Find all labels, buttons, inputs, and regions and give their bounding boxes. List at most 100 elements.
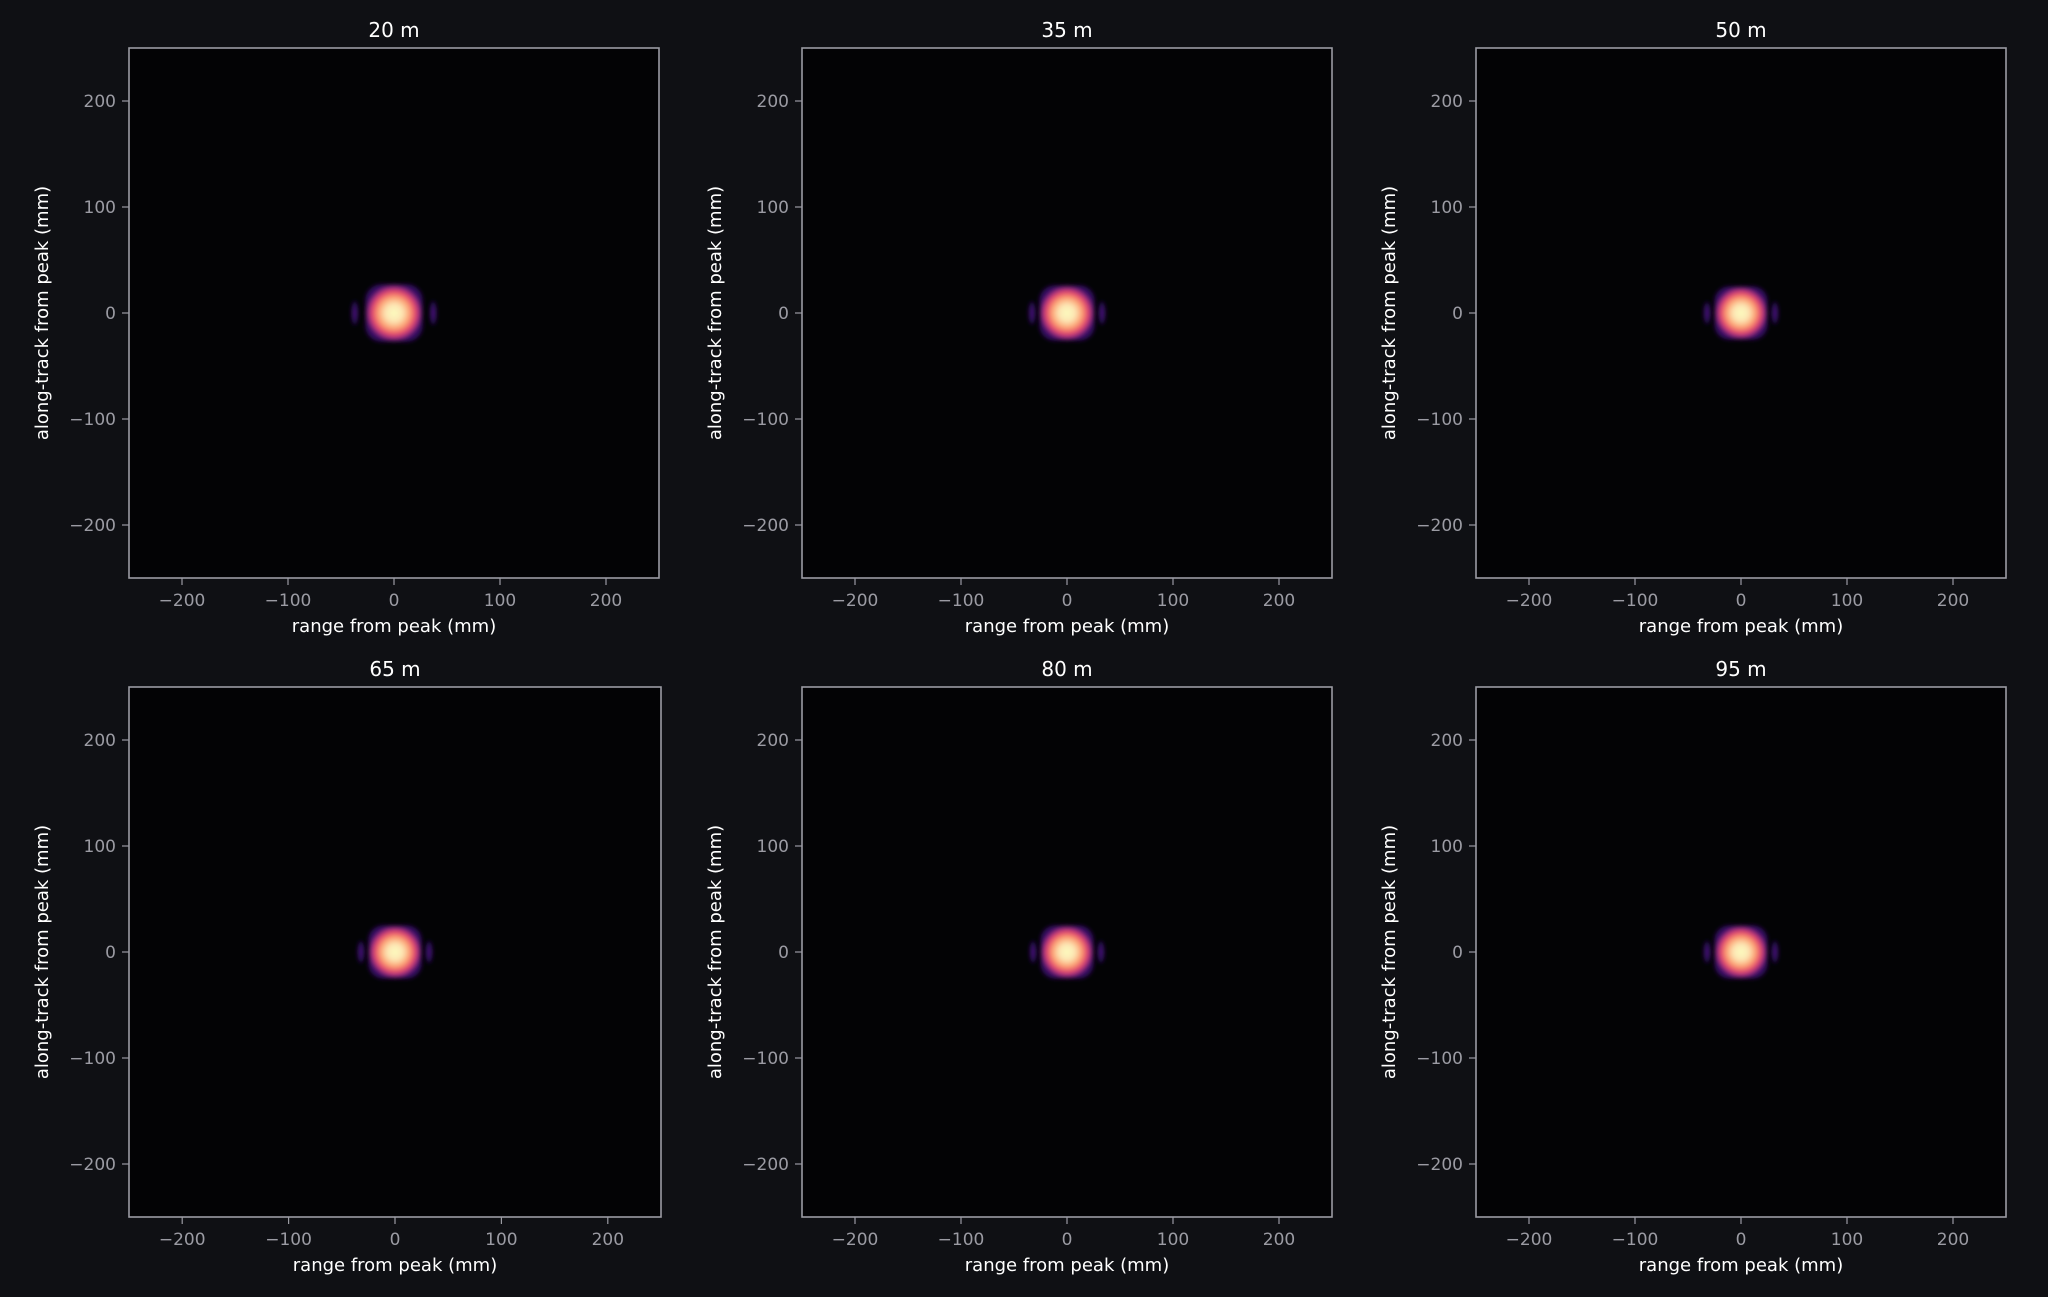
- x-tick-label: −100: [938, 591, 985, 611]
- x-axis-label: range from peak (mm): [292, 616, 496, 637]
- y-tick-label: −100: [69, 1049, 116, 1069]
- x-tick-label: −100: [938, 1230, 985, 1250]
- subplot-title: 65 m: [369, 657, 420, 681]
- sidelobe-left: [1029, 938, 1038, 966]
- x-axis-label: range from peak (mm): [1639, 1255, 1843, 1276]
- y-tick-label: 100: [84, 198, 116, 218]
- x-tick-label: 100: [485, 1230, 517, 1250]
- subplot-3: −200 −100 0 100 200 200 100 0 −100 −200 50 m range …: [1379, 18, 2007, 637]
- x-tick-label: 200: [1263, 591, 1295, 611]
- y-tick-label: 200: [84, 731, 116, 751]
- x-tick-label: 100: [1831, 591, 1863, 611]
- peak-response: [1714, 925, 1768, 979]
- x-tick-label: −200: [1506, 1230, 1553, 1250]
- x-tick-label: 200: [592, 1230, 624, 1250]
- sidelobe-right: [1770, 299, 1779, 327]
- peak-response: [368, 925, 422, 979]
- x-tick-label: −200: [159, 591, 206, 611]
- x-tick-label: −200: [1506, 591, 1553, 611]
- subplot-6: −200 −100 0 100 200 200 100 0 −100 −200 95 m range …: [1379, 657, 2007, 1276]
- y-tick-label: −100: [742, 1049, 789, 1069]
- x-tick-label: 100: [1157, 591, 1189, 611]
- peak-response: [365, 284, 423, 342]
- y-tick-label: 200: [757, 731, 789, 751]
- sidelobe-right: [1096, 938, 1105, 966]
- y-tick-label: 200: [1431, 92, 1463, 112]
- y-tick-label: 200: [84, 92, 116, 112]
- x-tick-label: 0: [1062, 591, 1073, 611]
- y-tick-label: −100: [1416, 1049, 1463, 1069]
- y-tick-label: −200: [742, 1155, 789, 1175]
- y-tick-label: 200: [757, 92, 789, 112]
- x-tick-label: −200: [832, 591, 879, 611]
- subplot-title: 50 m: [1715, 18, 1766, 42]
- x-tick-label: 100: [1831, 1230, 1863, 1250]
- y-tick-label: 100: [757, 837, 789, 857]
- peak-response: [1039, 285, 1095, 341]
- subplot-title: 95 m: [1715, 657, 1766, 681]
- x-tick-label: −100: [1612, 591, 1659, 611]
- x-tick-label: 0: [390, 1230, 401, 1250]
- y-tick-label: −200: [1416, 1155, 1463, 1175]
- y-tick-label: −100: [1416, 410, 1463, 430]
- x-tick-label: 100: [484, 591, 516, 611]
- y-axis-label: along-track from peak (mm): [32, 825, 53, 1079]
- x-axis-label: range from peak (mm): [965, 1255, 1169, 1276]
- subplot-4: −200 −100 0 100 200 200 100 0 −100 −200 65 m range …: [32, 657, 662, 1276]
- y-tick-label: 0: [105, 304, 116, 324]
- x-tick-label: 0: [1062, 1230, 1073, 1250]
- sidelobe-left: [356, 938, 365, 966]
- sidelobe-right: [1770, 938, 1779, 966]
- peak-response: [1714, 286, 1768, 340]
- subplot-5: −200 −100 0 100 200 200 100 0 −100 −200 80 m range …: [705, 657, 1333, 1276]
- y-tick-label: −200: [1416, 516, 1463, 536]
- x-tick-label: 200: [1937, 1230, 1969, 1250]
- y-tick-label: 100: [757, 198, 789, 218]
- sidelobe-right: [429, 298, 438, 328]
- y-axis-label: along-track from peak (mm): [705, 825, 726, 1079]
- y-tick-label: −200: [69, 1155, 116, 1175]
- y-axis-label: along-track from peak (mm): [1379, 825, 1400, 1079]
- sidelobe-right: [1097, 299, 1106, 327]
- x-tick-label: 100: [1157, 1230, 1189, 1250]
- subplot-title: 80 m: [1041, 657, 1092, 681]
- x-axis-label: range from peak (mm): [1639, 616, 1843, 637]
- x-tick-label: −100: [265, 591, 312, 611]
- y-tick-label: 100: [1431, 837, 1463, 857]
- peak-response: [1040, 925, 1094, 979]
- y-axis-label: along-track from peak (mm): [705, 186, 726, 440]
- y-tick-label: 100: [84, 837, 116, 857]
- y-tick-label: −200: [742, 516, 789, 536]
- y-axis-label: along-track from peak (mm): [32, 186, 53, 440]
- sidelobe-left: [350, 298, 359, 328]
- y-tick-label: 0: [1452, 943, 1463, 963]
- y-tick-label: 200: [1431, 731, 1463, 751]
- sidelobe-left: [1703, 938, 1712, 966]
- x-tick-label: −100: [265, 1230, 312, 1250]
- x-tick-label: −200: [159, 1230, 206, 1250]
- sidelobe-left: [1703, 299, 1712, 327]
- x-axis-label: range from peak (mm): [293, 1255, 497, 1276]
- subplot-title: 35 m: [1041, 18, 1092, 42]
- x-tick-label: 0: [1736, 591, 1747, 611]
- subplot-1: −200 −100 0 100 200 200 100 0 −100 −200 20 m range …: [32, 18, 660, 637]
- x-tick-label: 200: [1937, 591, 1969, 611]
- x-tick-label: 200: [1263, 1230, 1295, 1250]
- y-tick-label: 100: [1431, 198, 1463, 218]
- y-tick-label: 0: [1452, 304, 1463, 324]
- x-tick-label: −200: [832, 1230, 879, 1250]
- y-tick-label: −100: [69, 410, 116, 430]
- subplot-title: 20 m: [368, 18, 419, 42]
- x-tick-label: 0: [389, 591, 400, 611]
- y-tick-label: −200: [69, 516, 116, 536]
- subplot-2: −200 −100 0 100 200 200 100 0 −100 −200 35 m range …: [705, 18, 1333, 637]
- y-tick-label: 0: [778, 304, 789, 324]
- x-tick-label: 200: [590, 591, 622, 611]
- y-tick-label: 0: [105, 943, 116, 963]
- x-tick-label: 0: [1736, 1230, 1747, 1250]
- sidelobe-left: [1028, 299, 1037, 327]
- sidelobe-right: [425, 938, 434, 966]
- y-axis-label: along-track from peak (mm): [1379, 186, 1400, 440]
- y-tick-label: −100: [742, 410, 789, 430]
